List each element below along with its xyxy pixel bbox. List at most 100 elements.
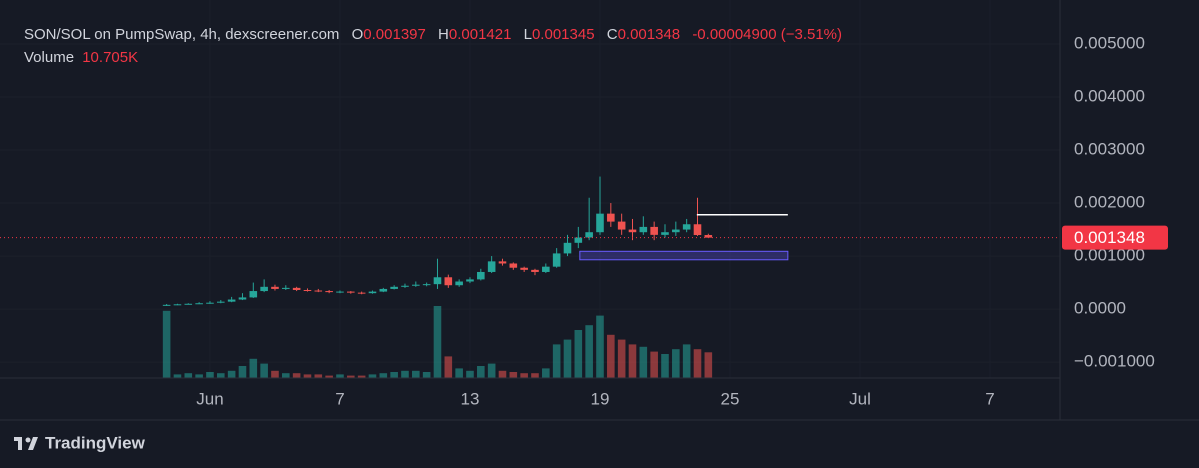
logo-shape — [25, 437, 31, 443]
volume-bar — [401, 370, 409, 378]
volume-bar — [628, 344, 637, 378]
volume-bar — [650, 351, 658, 378]
candle-body — [574, 237, 583, 243]
logo-shape — [28, 437, 38, 450]
volume-bar — [693, 349, 702, 378]
candle-body — [693, 224, 702, 236]
y-tick-label: 0.004000 — [1074, 87, 1145, 106]
volume-bar — [195, 374, 203, 378]
volume-bar — [520, 373, 528, 378]
volume-bar — [639, 346, 648, 378]
candle-body — [585, 232, 593, 238]
ohlc-value: 0.001345 — [532, 26, 595, 43]
y-tick-label: −0.001000 — [1074, 352, 1155, 371]
volume-bar — [704, 352, 713, 378]
volume-bar — [325, 375, 333, 378]
candle-body — [162, 304, 171, 306]
volume-bar — [596, 315, 604, 378]
volume-bar — [498, 370, 507, 378]
x-tick-label: Jul — [849, 389, 871, 408]
volume-bar — [271, 370, 279, 378]
candle-body — [195, 303, 203, 305]
volume-bar — [368, 374, 377, 378]
candle-body — [238, 297, 247, 300]
candle-body — [487, 261, 496, 272]
brand-logo: TradingView — [14, 433, 146, 452]
candle-body — [433, 277, 442, 285]
volume-bar — [303, 374, 312, 378]
candle-body — [661, 232, 669, 235]
candle-body — [498, 261, 507, 264]
candle-body — [184, 303, 193, 305]
volume-bar — [227, 370, 236, 378]
candle-body — [379, 288, 388, 292]
candle-body — [260, 286, 268, 292]
volume-bar — [672, 349, 680, 378]
x-tick-label: 25 — [721, 389, 740, 408]
candle-body — [206, 302, 214, 304]
candle-body — [173, 304, 182, 306]
candle-body — [650, 226, 658, 235]
last-price-label: 0.001348 — [1074, 228, 1145, 247]
volume-bar — [184, 373, 193, 378]
volume-bar — [217, 373, 225, 378]
volume-bar — [542, 368, 550, 378]
candle-body — [292, 287, 301, 290]
ohlc-key: C — [607, 26, 618, 43]
candle-body — [682, 224, 691, 230]
candle-body — [390, 286, 398, 289]
ohlc-value: 0.001421 — [449, 26, 512, 43]
plot — [0, 176, 1060, 378]
volume-bar — [260, 363, 268, 378]
candle-body — [563, 242, 572, 254]
y-tick-label: 0.005000 — [1074, 33, 1145, 52]
volume-bar — [477, 366, 485, 378]
candle-body — [271, 286, 279, 289]
candle-body — [303, 289, 312, 291]
candle-body — [617, 221, 626, 230]
volume-bar — [682, 344, 691, 378]
x-tick-label: 7 — [985, 389, 994, 408]
volume-bar — [357, 375, 366, 378]
candle-body — [422, 284, 431, 286]
volume-bar — [563, 339, 572, 378]
candle-body — [314, 290, 323, 292]
volume-bar — [455, 368, 463, 378]
candle-body — [217, 301, 225, 303]
x-tick-label: 7 — [335, 389, 344, 408]
candle-body — [542, 266, 550, 272]
candle-body — [368, 291, 377, 294]
volume-bar — [162, 310, 171, 378]
candle-body — [227, 299, 236, 302]
ohlc-value: 0.001397 — [363, 26, 426, 43]
ohlc-key: H — [438, 26, 449, 43]
candle-body — [509, 263, 518, 268]
volume-bar — [487, 363, 496, 378]
candle-body — [455, 281, 463, 286]
candle-body — [531, 269, 539, 272]
volume-header: Volume 10.705K — [24, 49, 138, 66]
volume-bar — [509, 372, 518, 378]
y-tick-label: 0.003000 — [1074, 140, 1145, 159]
candle-body — [466, 279, 474, 282]
volume-bar — [412, 370, 420, 378]
y-tick-label: 0.002000 — [1074, 193, 1145, 212]
volume-bar — [552, 344, 561, 378]
candle-body — [552, 253, 561, 267]
ohlc-value: 0.001348 — [618, 26, 681, 43]
candle-body — [401, 285, 409, 287]
volume-bar — [173, 374, 182, 378]
candle-body — [282, 287, 290, 289]
candle-body — [477, 271, 485, 280]
volume-bar — [249, 358, 258, 378]
candle-body — [607, 213, 615, 222]
candle-body — [249, 291, 258, 298]
y-tick-label: 0.0000 — [1074, 299, 1126, 318]
chart-title: SON/SOL on PumpSwap, 4h, dexscreener.com — [24, 26, 339, 43]
volume-bar — [422, 372, 431, 378]
volume-bar — [282, 373, 290, 378]
volume-bar — [466, 370, 474, 378]
y-tick-label: 0.001000 — [1074, 246, 1145, 265]
volume-value: 10.705K — [82, 49, 138, 66]
candle-body — [704, 235, 713, 238]
